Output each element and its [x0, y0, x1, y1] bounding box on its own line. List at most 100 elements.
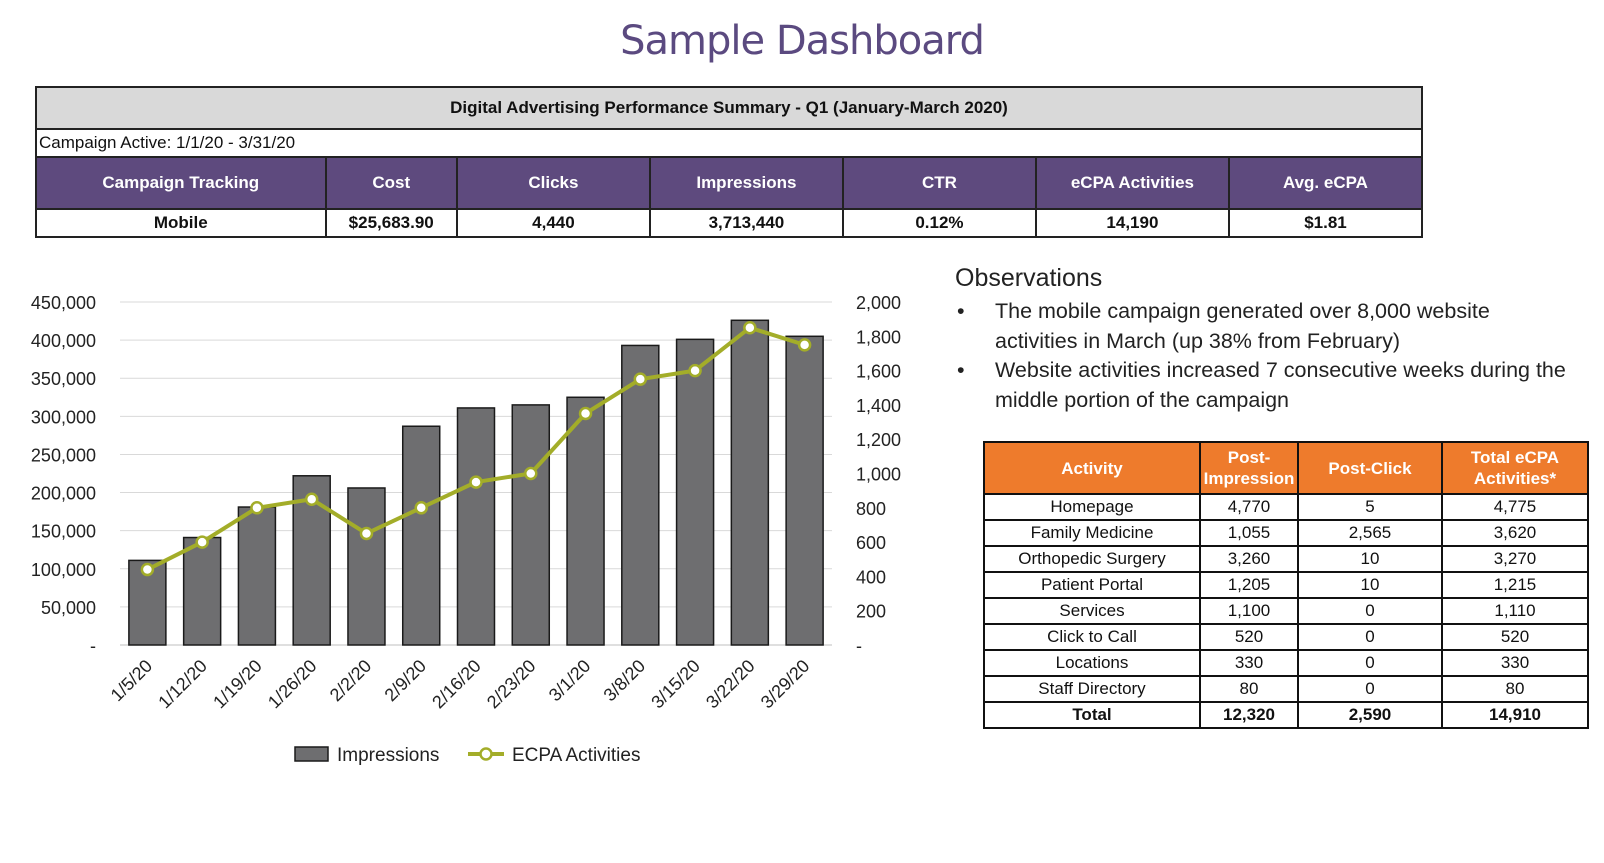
- x-axis-tick-label: 3/15/20: [647, 656, 704, 713]
- impressions-bar: [401, 425, 441, 646]
- impressions-bar: [785, 335, 824, 646]
- col-header-campaign-tracking: Campaign Tracking: [35, 156, 327, 210]
- cell-activity: Homepage: [983, 493, 1201, 521]
- impressions-bar: [566, 396, 605, 646]
- cell-post-impression: 520: [1199, 623, 1299, 651]
- left-axis-tick-label: 400,000: [31, 331, 96, 351]
- left-axis-tick-label: 350,000: [31, 369, 96, 389]
- observations-list: • The mobile campaign generated over 8,00…: [955, 297, 1575, 415]
- impressions-bar: [347, 487, 386, 646]
- cell-post-click: 10: [1297, 571, 1443, 599]
- table-row: Orthopedic Surgery 3,260 10 3,270: [983, 545, 1589, 573]
- page-title: Sample Dashboard: [620, 18, 985, 64]
- impressions-bar: [511, 404, 551, 646]
- ecpa-activities-point: [469, 475, 483, 489]
- bullet-icon: •: [957, 299, 965, 323]
- right-axis-tick-label: 1,600: [856, 362, 901, 382]
- cell-activity: Staff Directory: [983, 675, 1201, 703]
- left-axis-tick-label: -: [90, 636, 96, 656]
- col-header-ctr: CTR: [841, 156, 1037, 210]
- impressions-bar: [456, 407, 496, 646]
- ecpa-activities-point: [797, 338, 812, 352]
- ecpa-activities-point: [578, 406, 593, 421]
- legend-impressions-swatch: [294, 746, 329, 762]
- table-row: Locations 330 0 330: [983, 649, 1589, 677]
- observation-text: The mobile campaign generated over 8,000…: [995, 299, 1490, 353]
- cell-activity: Family Medicine: [983, 519, 1201, 547]
- cell-post-click: 2,565: [1297, 519, 1443, 547]
- right-axis-tick-label: 1,000: [856, 465, 901, 485]
- table-row: Family Medicine 1,055 2,565 3,620: [983, 519, 1589, 547]
- cell-total: 330: [1441, 649, 1589, 677]
- cell-ecpa-activities: 14,190: [1034, 208, 1230, 238]
- table-row: Staff Directory 80 0 80: [983, 675, 1589, 703]
- x-axis-tick-label: 3/1/20: [545, 656, 595, 706]
- cell-total: 520: [1441, 623, 1589, 651]
- cell-clicks: 4,440: [455, 208, 651, 238]
- col-header-avg-ecpa: Avg. eCPA: [1227, 156, 1424, 210]
- x-axis-tick-label: 1/5/20: [107, 656, 157, 706]
- x-axis-tick-label: 3/29/20: [757, 656, 814, 713]
- cell-total: 1,215: [1441, 571, 1589, 599]
- cell-post-impression: 4,770: [1199, 493, 1299, 521]
- col-header-total-ecpa: Total eCPA Activities*: [1441, 441, 1589, 495]
- bullet-icon: •: [957, 358, 965, 382]
- cell-post-impression: 12,320: [1199, 701, 1299, 729]
- cell-ctr: 0.12%: [841, 208, 1037, 238]
- cell-post-click: 0: [1297, 649, 1443, 677]
- observation-item: • Website activities increased 7 consecut…: [955, 356, 1575, 415]
- x-axis-tick-label: 2/16/20: [428, 656, 485, 713]
- right-axis-tick-label: 800: [856, 499, 886, 519]
- x-axis-tick-label: 3/22/20: [702, 656, 759, 713]
- activity-table: Activity Post-Impression Post-Click Tota…: [983, 441, 1589, 729]
- left-axis-tick-label: 200,000: [31, 484, 96, 504]
- cell-impressions: 3,713,440: [648, 208, 844, 238]
- legend-ecpa-label: ECPA Activities: [512, 745, 640, 766]
- cell-total: 3,270: [1441, 545, 1589, 573]
- col-header-impressions: Impressions: [648, 156, 844, 210]
- table-row: Mobile $25,683.90 4,440 3,713,440 0.12% …: [35, 208, 1424, 238]
- observation-item: • The mobile campaign generated over 8,00…: [955, 297, 1575, 356]
- ecpa-activities-point: [743, 320, 757, 335]
- left-axis-tick-label: 450,000: [31, 293, 96, 313]
- cell-post-impression: 1,100: [1199, 597, 1299, 625]
- impressions-bar: [182, 536, 222, 646]
- cell-post-impression: 1,205: [1199, 571, 1299, 599]
- impressions-bar: [621, 344, 660, 646]
- cell-total: 3,620: [1441, 519, 1589, 547]
- cell-post-click: 10: [1297, 545, 1443, 573]
- right-axis-tick-label: 1,400: [856, 396, 901, 416]
- col-header-cost: Cost: [324, 156, 458, 210]
- cell-post-click: 5: [1297, 493, 1443, 521]
- performance-summary-table: Digital Advertising Performance Summary …: [35, 86, 1424, 238]
- col-header-ecpa-activities: eCPA Activities: [1034, 156, 1230, 210]
- cell-total: 14,910: [1441, 701, 1589, 729]
- right-axis-tick-label: 1,200: [856, 430, 901, 450]
- x-axis-tick-label: 3/8/20: [600, 656, 650, 706]
- ecpa-activities-point: [524, 466, 538, 481]
- cell-post-impression: 330: [1199, 649, 1299, 677]
- cell-post-click: 2,590: [1297, 701, 1443, 729]
- col-header-post-click: Post-Click: [1297, 441, 1443, 495]
- x-axis-tick-label: 2/9/20: [381, 656, 431, 706]
- table-row-total: Total 12,320 2,590 14,910: [983, 701, 1589, 729]
- table-row: Click to Call 520 0 520: [983, 623, 1589, 651]
- left-axis-tick-label: 100,000: [31, 560, 96, 580]
- left-axis-tick-label: 150,000: [31, 522, 96, 542]
- ecpa-activities-point: [414, 501, 428, 515]
- ecpa-activities-point: [140, 562, 155, 577]
- impressions-bar: [237, 506, 277, 646]
- cell-activity: Services: [983, 597, 1201, 625]
- right-axis-tick-label: 2,000: [856, 293, 901, 313]
- table-row: Patient Portal 1,205 10 1,215: [983, 571, 1589, 599]
- cell-total: 4,775: [1441, 493, 1589, 521]
- ecpa-activities-point: [250, 501, 264, 515]
- ecpa-activities-point: [304, 492, 319, 506]
- cell-post-click: 0: [1297, 675, 1443, 703]
- x-axis-tick-label: 2/23/20: [483, 656, 540, 713]
- impressions-bar: [730, 319, 770, 646]
- cell-activity: Click to Call: [983, 623, 1201, 651]
- cell-post-impression: 80: [1199, 675, 1299, 703]
- right-axis-tick-label: 600: [856, 533, 886, 553]
- col-header-activity: Activity: [983, 441, 1201, 495]
